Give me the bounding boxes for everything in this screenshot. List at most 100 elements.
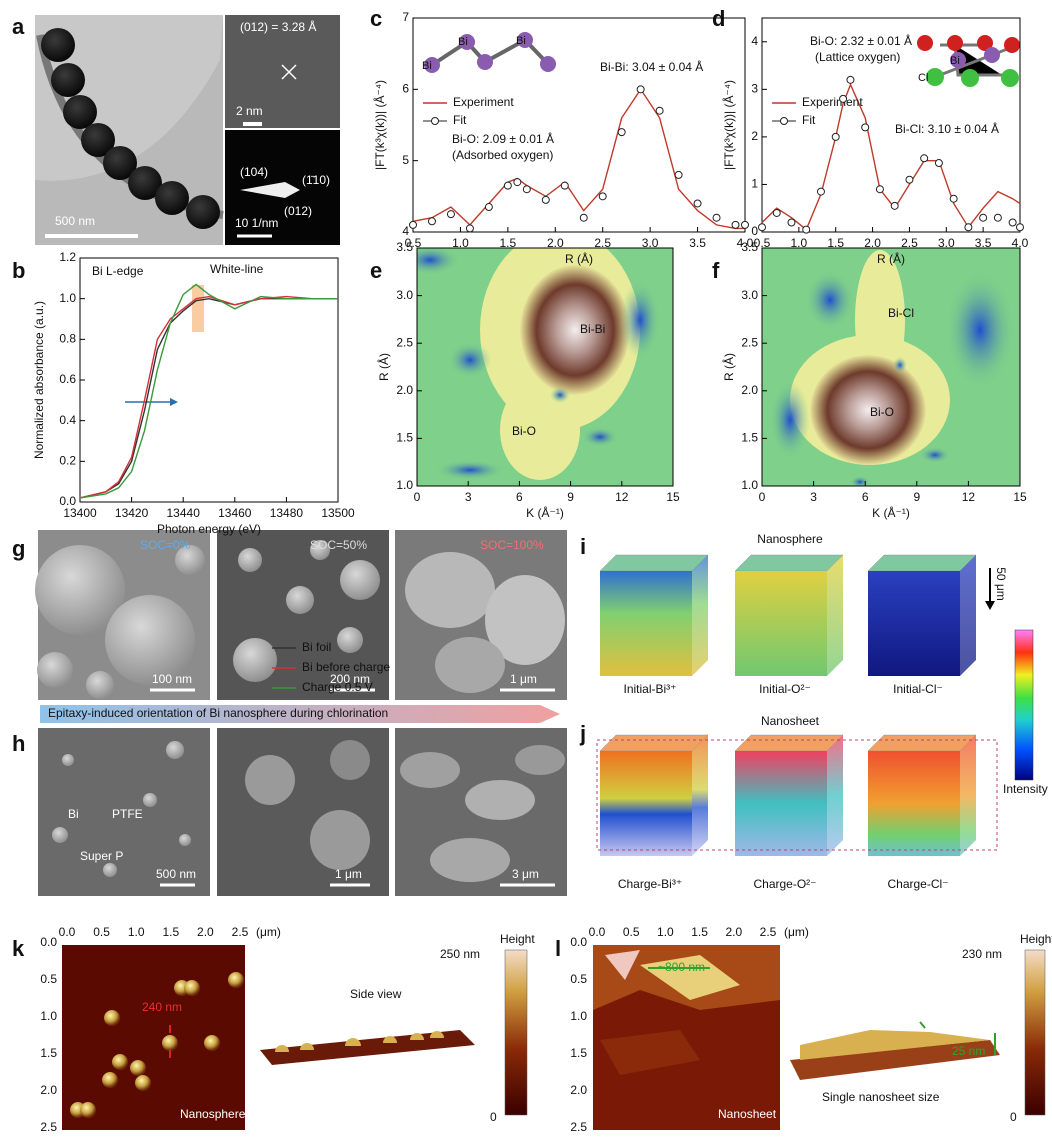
cube-top	[867, 734, 977, 752]
x-axis-label: K (Å⁻¹)	[526, 505, 564, 520]
fit-point	[503, 181, 512, 190]
sem-annotation: Super P	[80, 849, 123, 863]
structure-inset	[424, 32, 556, 73]
x-tick-label: 13420	[115, 506, 149, 520]
fit-point	[802, 225, 811, 234]
fit-point	[787, 218, 796, 227]
plot-frame	[761, 17, 1021, 233]
x-tick-label: 2.5	[594, 236, 611, 250]
cube-caption: Initial-O²⁻	[759, 682, 811, 696]
scale-label: 500 nm	[156, 867, 196, 881]
thickness-label: 25 nm	[952, 1044, 985, 1058]
y-tick-label: 2.5	[396, 335, 413, 349]
afm-x-tick: 2.0	[197, 925, 214, 939]
x-tick-label: 6	[862, 490, 869, 504]
soc-label: SOC=50%	[310, 538, 367, 552]
cube-caption: Charge-Bi³⁺	[618, 877, 682, 891]
x-tick-label: 1.0	[791, 236, 808, 250]
view-label: Side view	[350, 987, 402, 1001]
afm-x-tick: 2.5	[760, 925, 777, 939]
afm-y-tick: 2.0	[40, 1083, 57, 1097]
annotation: Bi-O	[512, 424, 536, 438]
afm-x-tick: 1.5	[162, 925, 179, 939]
x-axis-label: R (Å)	[877, 251, 905, 266]
colorbar-title: Height	[1020, 932, 1052, 946]
y-tick-label: 1	[751, 177, 758, 191]
colorbar-title: Height	[500, 932, 535, 946]
annotation: Bi-Bi: 3.04 ± 0.04 Å	[600, 59, 703, 74]
colorbar	[1014, 629, 1034, 781]
panel-label: l	[555, 936, 561, 961]
tem-image	[35, 15, 340, 245]
fit-point	[861, 123, 870, 132]
y-tick-label: 3.0	[741, 288, 758, 302]
fit-point	[427, 217, 436, 226]
panel-label: k	[12, 936, 25, 961]
fit-point	[636, 85, 645, 94]
x-tick-label: 0.5	[405, 236, 422, 250]
panel-label: b	[12, 258, 25, 283]
legend-key	[780, 117, 788, 125]
fit-point	[513, 178, 522, 187]
x-tick-label: 0	[414, 490, 421, 504]
afm-x-tick: 1.0	[657, 925, 674, 939]
y-tick-label: 5	[402, 153, 409, 167]
fit-point	[465, 224, 474, 233]
afm-unit: (μm)	[784, 925, 809, 939]
afm-y-tick: 1.5	[40, 1046, 57, 1060]
panel-title: Nanosheet	[761, 714, 820, 728]
panel-label: i	[580, 534, 586, 559]
y-tick-label: 3	[751, 82, 758, 96]
fit-point	[598, 192, 607, 201]
afm-y-tick: 0.0	[40, 935, 57, 949]
x-tick-label: 4.0	[737, 236, 754, 250]
y-tick-label: 1.5	[396, 431, 413, 445]
cube-top	[599, 554, 709, 572]
x-tick-label: 4.0	[1012, 236, 1029, 250]
sem-images	[35, 530, 567, 896]
cube-front	[600, 751, 692, 856]
fit-point	[816, 187, 825, 196]
fit-point	[579, 213, 588, 222]
afm-y-tick: 1.0	[570, 1009, 587, 1023]
y-tick-label: 6	[402, 82, 409, 96]
cube-front	[868, 751, 960, 856]
panel-label: j	[579, 721, 586, 746]
y-tick-label: 0.4	[59, 413, 76, 427]
afm-x-tick: 0.5	[623, 925, 640, 939]
tof-sims-cubes	[599, 554, 977, 856]
annotation: Bi L-edge	[92, 264, 144, 278]
fit-point	[846, 75, 855, 84]
y-tick-label: 1.5	[741, 431, 758, 445]
fit-point	[712, 213, 721, 222]
fit-point	[731, 220, 740, 229]
x-tick-label: 13440	[167, 506, 201, 520]
cube-side	[827, 555, 843, 676]
legend-label: Bi foil	[302, 640, 331, 654]
y-tick-label: 0.0	[59, 494, 76, 508]
plot-frame	[412, 17, 746, 233]
x-tick-label: 3.5	[689, 236, 706, 250]
size-label: 240 nm	[142, 1000, 182, 1014]
annotation: Bi-Bi	[580, 322, 605, 336]
panel-label: a	[12, 14, 25, 39]
cube-caption: Charge-Cl⁻	[887, 877, 948, 891]
scale-label: 3 μm	[512, 867, 539, 881]
colorbar-min: 0	[490, 1110, 497, 1124]
annotation: (Lattice oxygen)	[815, 50, 900, 64]
atom-label: Bi	[458, 36, 468, 48]
fit-point	[964, 223, 973, 232]
depth-label: 50 μm	[994, 567, 1008, 601]
y-tick-label: 0	[751, 224, 758, 238]
cube-caption: Charge-O²⁻	[753, 877, 816, 891]
annotation: White-line	[210, 262, 264, 276]
scale-label: 500 nm	[55, 214, 95, 228]
y-tick-label: 3.0	[396, 288, 413, 302]
legend-label: Fit	[453, 113, 467, 127]
cube-caption: Initial-Cl⁻	[893, 682, 943, 696]
fit-point	[484, 203, 493, 212]
fit-point	[522, 185, 531, 194]
cube-side	[960, 735, 976, 856]
cube-front	[600, 571, 692, 676]
